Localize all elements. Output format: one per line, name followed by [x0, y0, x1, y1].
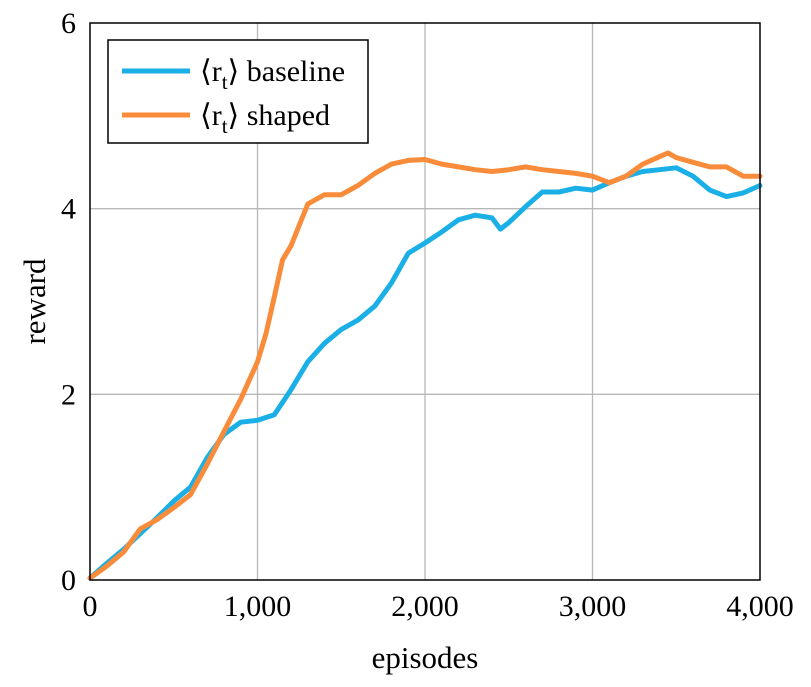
x-tick-label: 0: [83, 590, 98, 623]
y-tick-label: 4: [61, 193, 76, 226]
grid: [90, 23, 760, 580]
legend-label-1: ⟨rt⟩ shaped: [200, 99, 330, 138]
series-layer: [87, 150, 763, 581]
x-tick-label: 1,000: [224, 590, 292, 623]
plot-frame: [89, 22, 761, 581]
y-axis-label: reward: [17, 258, 52, 345]
legend: ⟨rt⟩ baseline ⟨rt⟩ shaped: [107, 39, 369, 144]
y-tick-label: 0: [61, 564, 76, 597]
x-tick-label: 2,000: [391, 590, 459, 623]
x-axis-label: episodes: [372, 640, 479, 675]
y-tick-label: 2: [61, 378, 76, 411]
y-tick-label: 6: [61, 7, 76, 40]
legend-box: [107, 39, 369, 144]
series-line-1: [87, 150, 763, 581]
x-tick-label: 4,000: [726, 590, 794, 623]
legend-label-0: ⟨rt⟩ baseline: [200, 55, 345, 94]
tick-labels: 0 1,000 2,000 3,000 4,000 0 2 4 6: [61, 7, 794, 623]
series-line-0: [87, 165, 763, 581]
x-tick-label: 3,000: [559, 590, 627, 623]
